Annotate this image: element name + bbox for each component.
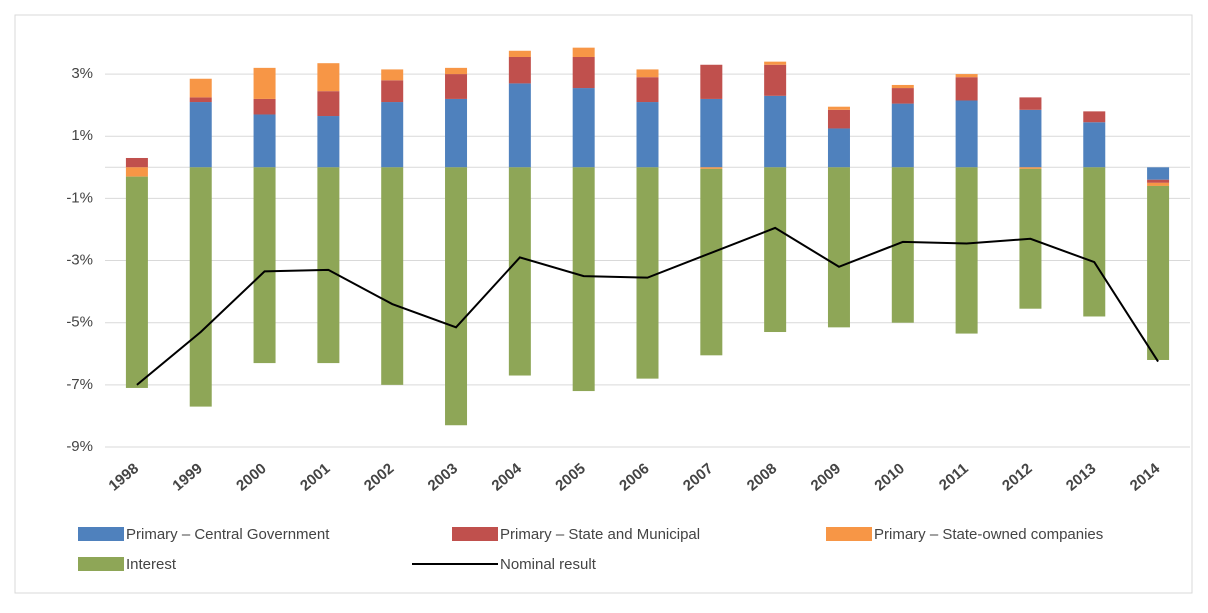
bar xyxy=(125,157,148,168)
bar xyxy=(1083,111,1106,123)
bar xyxy=(1083,122,1106,168)
bar xyxy=(891,88,914,104)
bar xyxy=(189,102,212,168)
bar xyxy=(764,167,787,333)
legend-label: Nominal result xyxy=(500,556,597,573)
bar xyxy=(572,88,595,168)
bar xyxy=(381,102,404,168)
bar xyxy=(891,167,914,323)
bar xyxy=(508,167,531,376)
bar xyxy=(1147,179,1170,183)
bar xyxy=(636,69,659,78)
bar xyxy=(1147,185,1170,360)
bar xyxy=(891,84,914,89)
bar xyxy=(955,74,978,78)
bar xyxy=(827,128,850,168)
bar xyxy=(572,167,595,392)
bar xyxy=(827,109,850,129)
bar xyxy=(764,64,787,96)
legend-swatch xyxy=(452,527,498,541)
bar xyxy=(445,74,468,99)
y-tick-label: 1% xyxy=(71,127,93,144)
bar xyxy=(508,50,531,57)
legend-swatch xyxy=(78,527,124,541)
bar xyxy=(827,106,850,110)
bar xyxy=(700,167,723,169)
bar xyxy=(317,116,340,168)
legend-label: Interest xyxy=(126,556,177,573)
bar xyxy=(381,80,404,103)
bar xyxy=(317,167,340,364)
bar xyxy=(189,97,212,103)
y-tick-label: -5% xyxy=(66,314,93,331)
bar xyxy=(317,91,340,117)
bar xyxy=(381,167,404,385)
bar xyxy=(317,63,340,92)
bar xyxy=(1083,167,1106,317)
y-tick-label: 3% xyxy=(71,65,93,82)
bar xyxy=(125,167,148,177)
bar xyxy=(764,95,787,168)
bar xyxy=(253,167,276,364)
bar xyxy=(189,78,212,98)
bar xyxy=(508,56,531,84)
bar xyxy=(253,67,276,99)
y-tick-label: -3% xyxy=(66,252,93,269)
bar xyxy=(189,167,212,407)
bar xyxy=(764,61,787,65)
bar xyxy=(1019,167,1042,169)
bar xyxy=(955,167,978,334)
bar xyxy=(700,98,723,168)
bar xyxy=(572,47,595,57)
legend-label: Primary – State and Municipal xyxy=(500,526,700,543)
bar xyxy=(1019,97,1042,110)
bar xyxy=(1147,167,1170,180)
bar xyxy=(955,100,978,168)
bar xyxy=(508,83,531,168)
bar xyxy=(253,98,276,115)
bar xyxy=(955,77,978,101)
legend-swatch xyxy=(78,557,124,571)
y-tick-label: -1% xyxy=(66,189,93,206)
legend-label: Primary – State-owned companies xyxy=(874,526,1103,543)
bar xyxy=(700,168,723,356)
bar xyxy=(572,56,595,89)
bar xyxy=(827,167,850,328)
bar xyxy=(636,167,659,379)
bar xyxy=(445,167,468,426)
bar xyxy=(445,67,468,75)
bar xyxy=(700,64,723,99)
bar xyxy=(1019,109,1042,168)
bar xyxy=(1147,182,1170,186)
bar xyxy=(636,77,659,103)
y-tick-label: -9% xyxy=(66,438,93,455)
bar xyxy=(636,102,659,168)
legend-swatch xyxy=(826,527,872,541)
bar xyxy=(125,176,148,388)
bar xyxy=(445,98,468,168)
bar xyxy=(891,103,914,168)
y-tick-label: -7% xyxy=(66,376,93,393)
legend-label: Primary – Central Government xyxy=(126,526,330,543)
bar xyxy=(381,69,404,81)
bar xyxy=(253,114,276,168)
line xyxy=(136,226,1159,386)
